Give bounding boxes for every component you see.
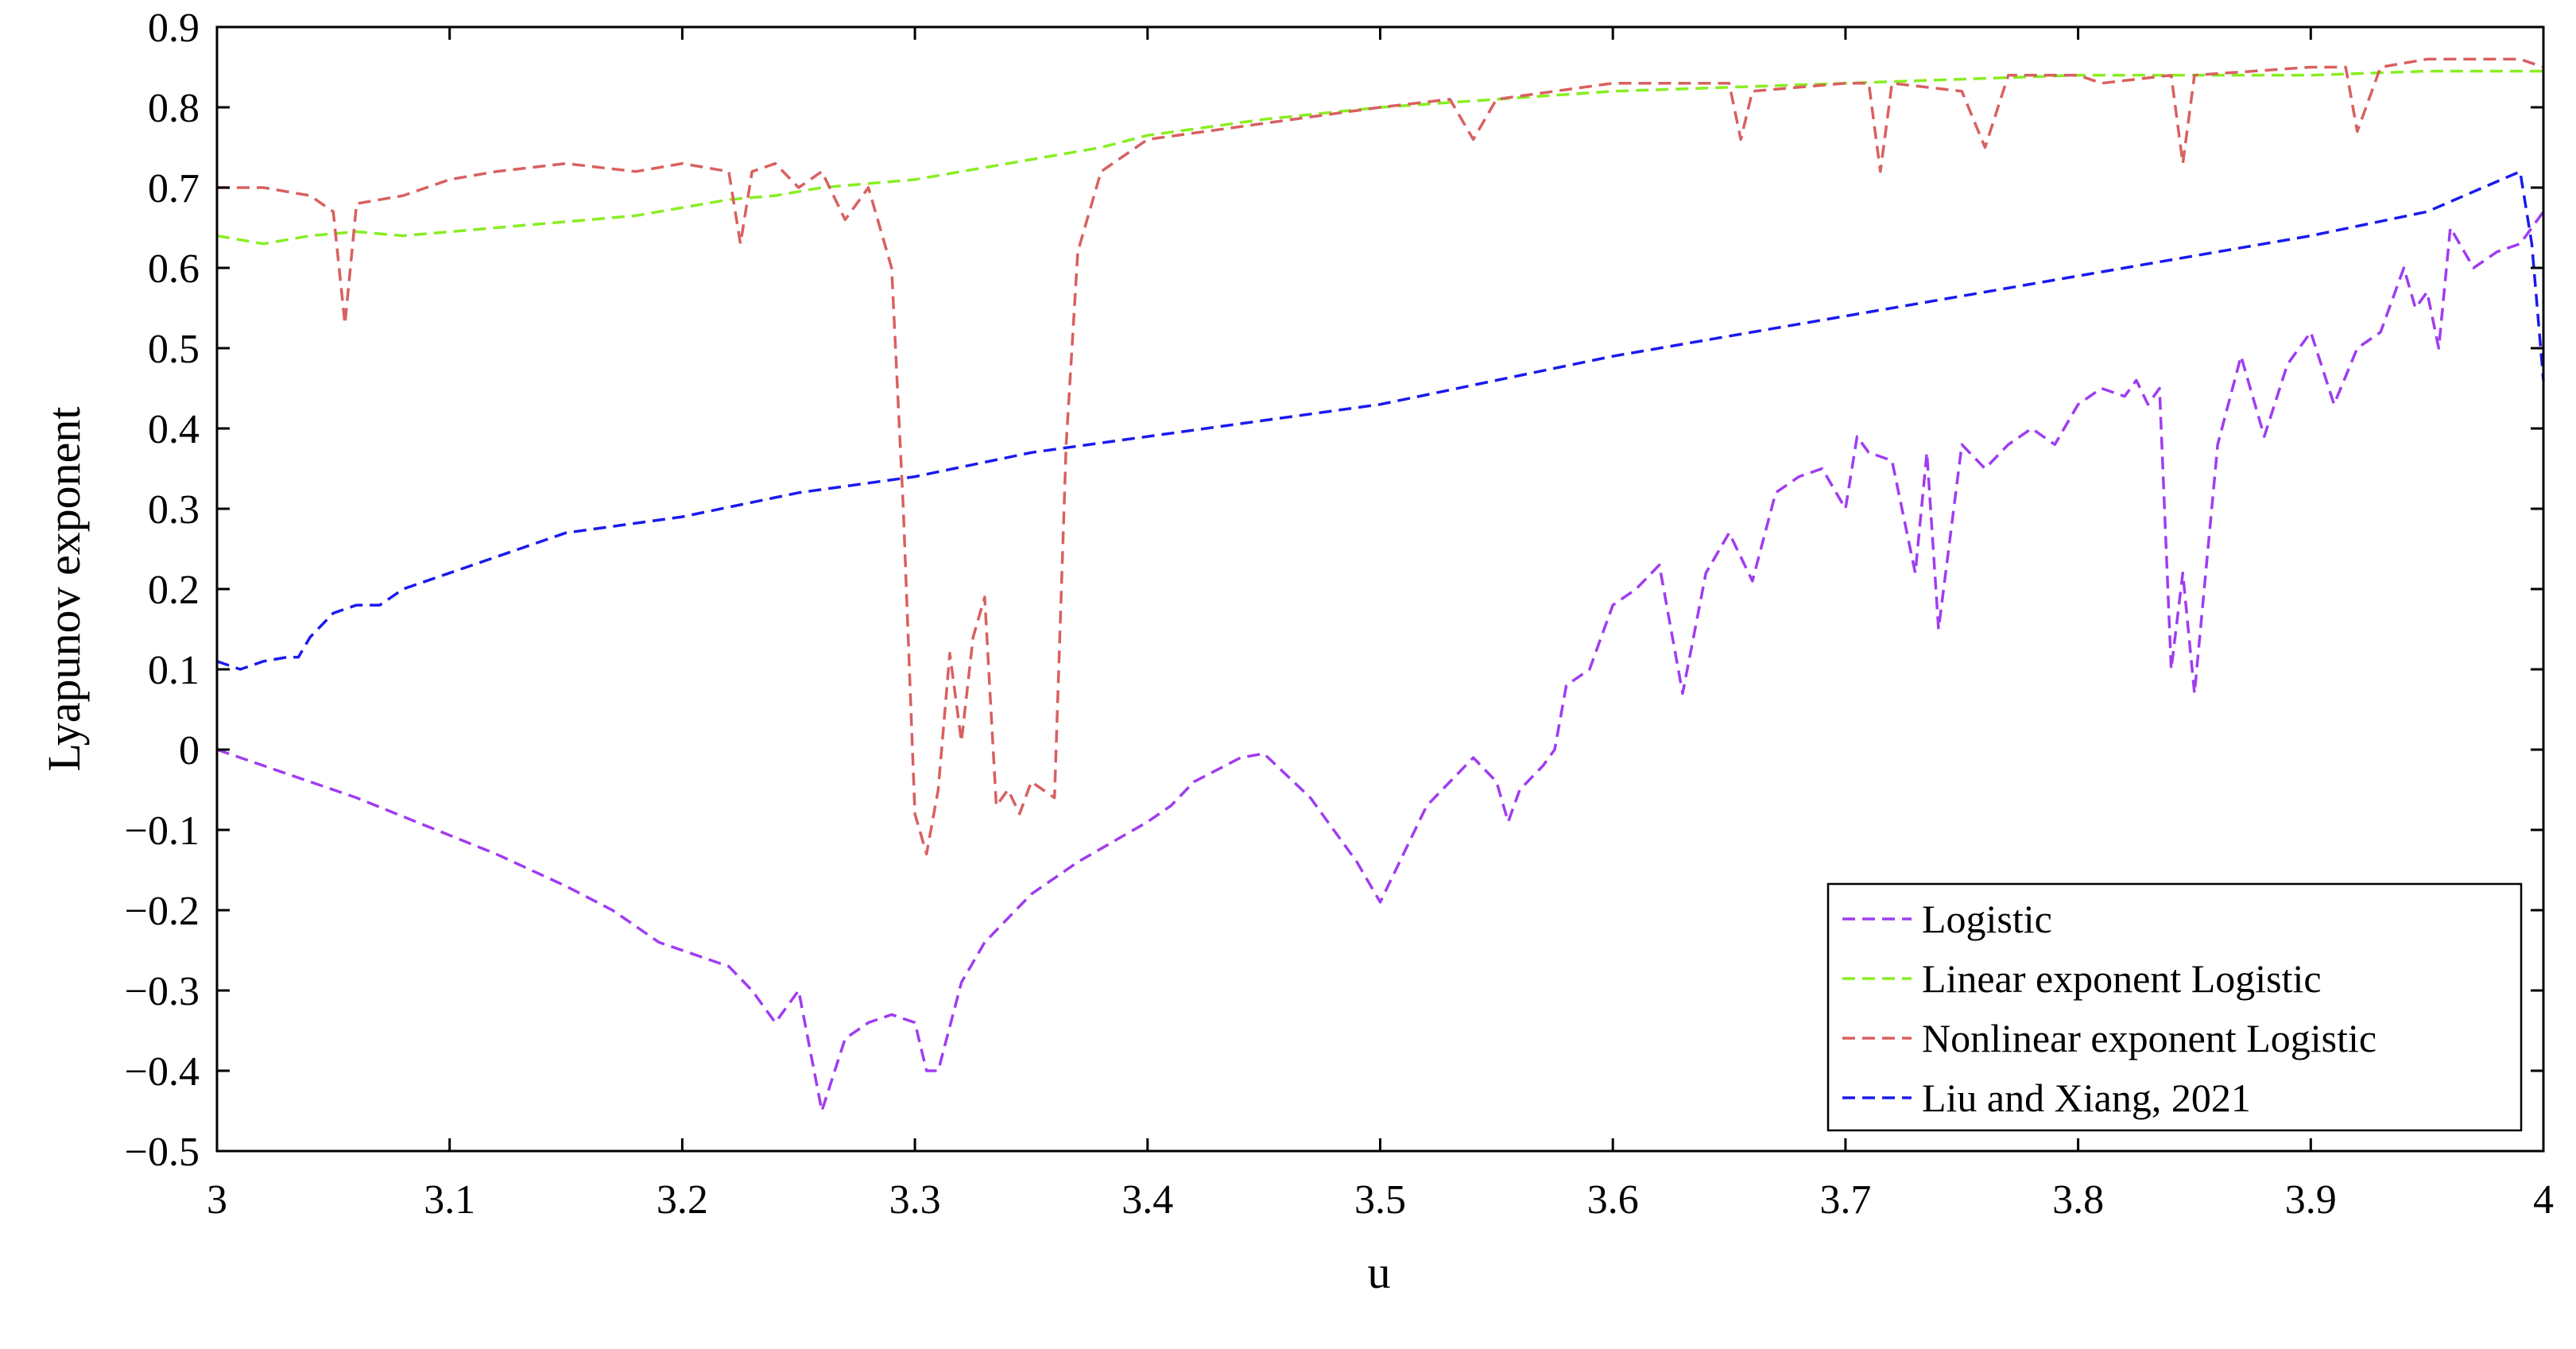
x-tick-label: 3.6 — [1587, 1177, 1639, 1223]
y-tick-label: 0 — [179, 728, 199, 773]
y-tick-label: 0.7 — [148, 166, 199, 211]
x-tick-label: 3.9 — [2285, 1177, 2337, 1223]
x-tick-label: 3.3 — [889, 1177, 941, 1223]
y-tick-label: 0.8 — [148, 86, 199, 131]
y-tick-label: 0.1 — [148, 648, 199, 693]
y-tick-label: −0.1 — [125, 808, 199, 854]
x-tick-label: 4 — [2533, 1177, 2554, 1223]
x-tick-label: 3 — [207, 1177, 227, 1223]
ticks-layer: 3 3.1 3.2 3.3 3.4 3.5 3.6 3.7 3.8 3.9 4 −0.5 −0.4 −0.… — [125, 6, 2554, 1223]
x-tick-label: 3.2 — [657, 1177, 708, 1223]
x-tick-label: 3.7 — [1819, 1177, 1871, 1223]
y-tick-label: 0.9 — [148, 6, 199, 51]
legend-label-4: Liu and Xiang, 2021 — [1922, 1076, 2251, 1120]
y-axis-label: Lyapunov exponent — [38, 406, 90, 771]
x-axis-label: u — [1368, 1246, 1391, 1298]
y-tick-label: −0.2 — [125, 889, 199, 934]
x-tick-label: 3.4 — [1121, 1177, 1173, 1223]
y-tick-label: 0.5 — [148, 327, 199, 372]
y-tick-label: −0.3 — [125, 969, 199, 1014]
series-layer — [216, 57, 2545, 1113]
y-tick-label: −0.5 — [125, 1130, 199, 1175]
x-tick-label: 3.1 — [424, 1177, 475, 1223]
legend: Logistic Linear exponent Logistic Nonlinea… — [1826, 882, 2523, 1132]
x-tick-label: 3.5 — [1354, 1177, 1406, 1223]
y-tick-label: 0.4 — [148, 407, 199, 452]
series-line-1 — [216, 211, 2545, 1113]
legend-box — [1826, 882, 2523, 1132]
x-tick-label: 3.8 — [2052, 1177, 2104, 1223]
legend-label-2: Linear exponent Logistic — [1922, 956, 2322, 1001]
legend-label-1: Logistic — [1922, 897, 2052, 941]
y-tick-label: 0.2 — [148, 568, 199, 613]
series-line-2 — [216, 69, 2543, 246]
legend-label-3: Nonlinear exponent Logistic — [1922, 1016, 2377, 1060]
y-tick-label: 0.6 — [148, 246, 199, 292]
y-tick-label: 0.3 — [148, 487, 199, 533]
series-line-4 — [216, 170, 2545, 671]
y-tick-label: −0.4 — [125, 1049, 199, 1095]
series-line-3 — [217, 57, 2544, 856]
